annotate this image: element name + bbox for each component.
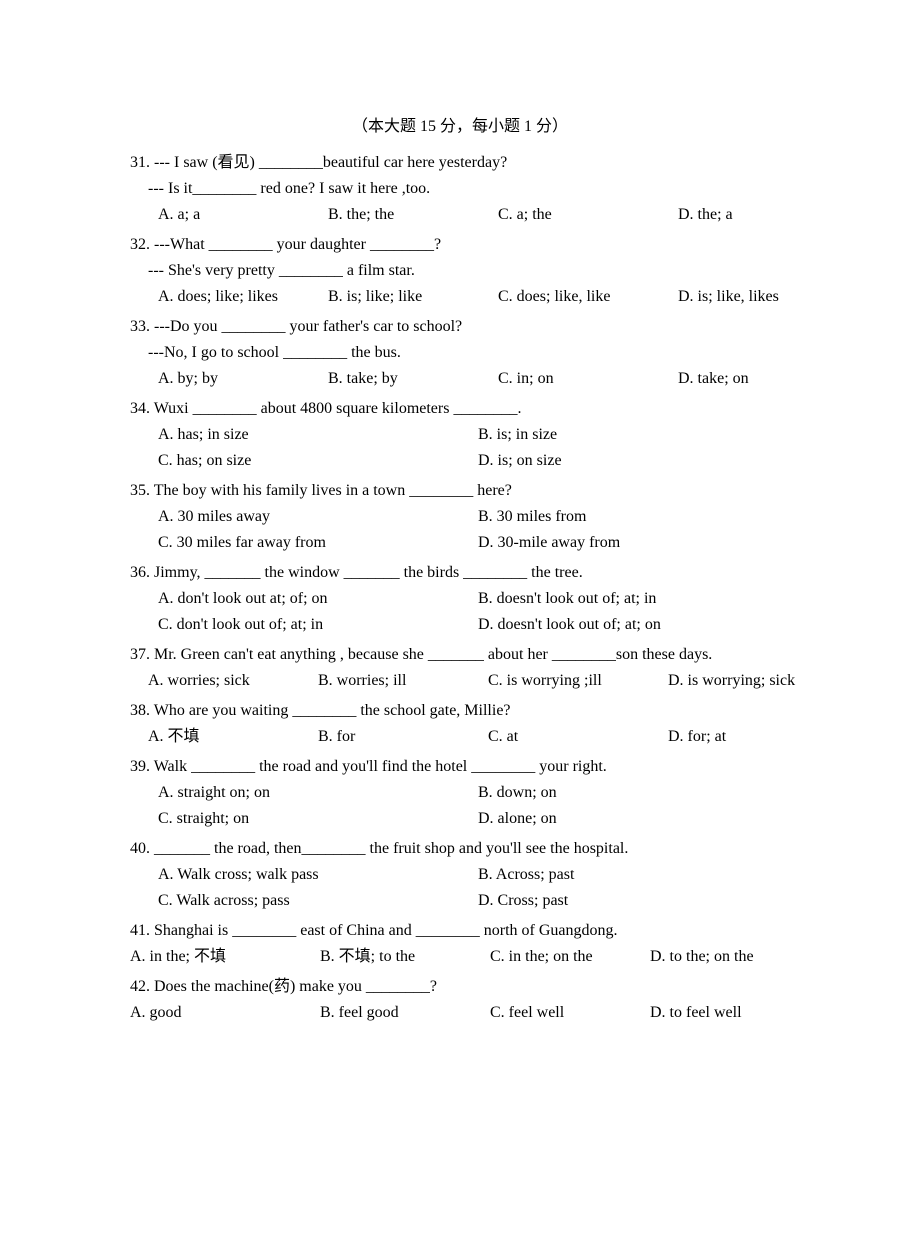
question-39: 39. Walk ________ the road and you'll fi…: [130, 755, 790, 831]
question-text: ---No, I go to school ________ the bus.: [130, 341, 790, 365]
option-d: D. doesn't look out of; at; on: [478, 613, 661, 637]
option-d: D. to feel well: [650, 1001, 742, 1025]
option-c: C. 30 miles far away from: [158, 531, 478, 555]
options-row: C. don't look out of; at; in D. doesn't …: [130, 613, 790, 637]
options-row: A. does; like; likes B. is; like; like C…: [130, 285, 790, 309]
option-b: B. the; the: [328, 203, 498, 227]
option-b: B. is; in size: [478, 423, 557, 447]
options-row: C. straight; on D. alone; on: [130, 807, 790, 831]
question-42: 42. Does the machine(药) make you _______…: [130, 975, 790, 1025]
options-row: A. 30 miles away B. 30 miles from: [130, 505, 790, 529]
option-b: B. take; by: [328, 367, 498, 391]
question-text: 34. Wuxi ________ about 4800 square kilo…: [130, 397, 790, 421]
question-text: 35. The boy with his family lives in a t…: [130, 479, 790, 503]
worksheet-page: （本大题 15 分，每小题 1 分） 31. --- I saw (看见) __…: [0, 0, 920, 1242]
question-text: --- She's very pretty ________ a film st…: [130, 259, 790, 283]
question-35: 35. The boy with his family lives in a t…: [130, 479, 790, 555]
option-a: A. a; a: [158, 203, 328, 227]
option-d: D. 30-mile away from: [478, 531, 620, 555]
option-a: A. 不填: [148, 725, 318, 749]
section-header: （本大题 15 分，每小题 1 分）: [130, 115, 790, 139]
option-b: B. Across; past: [478, 863, 574, 887]
option-b: B. 不填; to the: [320, 945, 490, 969]
option-a: A. don't look out at; of; on: [158, 587, 478, 611]
option-b: B. feel good: [320, 1001, 490, 1025]
question-text: 40. _______ the road, then________ the f…: [130, 837, 790, 861]
option-a: A. has; in size: [158, 423, 478, 447]
option-c: C. has; on size: [158, 449, 478, 473]
question-text: 41. Shanghai is ________ east of China a…: [130, 919, 790, 943]
option-c: C. is worrying ;ill: [488, 669, 668, 693]
question-text: 37. Mr. Green can't eat anything , becau…: [130, 643, 790, 667]
question-text: 38. Who are you waiting ________ the sch…: [130, 699, 790, 723]
question-38: 38. Who are you waiting ________ the sch…: [130, 699, 790, 749]
options-row: A. good B. feel good C. feel well D. to …: [130, 1001, 790, 1025]
option-a: A. straight on; on: [158, 781, 478, 805]
option-b: B. doesn't look out of; at; in: [478, 587, 656, 611]
question-40: 40. _______ the road, then________ the f…: [130, 837, 790, 913]
question-text: 33. ---Do you ________ your father's car…: [130, 315, 790, 339]
question-41: 41. Shanghai is ________ east of China a…: [130, 919, 790, 969]
question-36: 36. Jimmy, _______ the window _______ th…: [130, 561, 790, 637]
option-d: D. is; like, likes: [678, 285, 779, 309]
option-d: D. is worrying; sick: [668, 669, 795, 693]
options-row: A. a; a B. the; the C. a; the D. the; a: [130, 203, 790, 227]
option-c: C. in; on: [498, 367, 678, 391]
option-a: A. worries; sick: [148, 669, 318, 693]
option-d: D. is; on size: [478, 449, 562, 473]
question-33: 33. ---Do you ________ your father's car…: [130, 315, 790, 391]
option-d: D. for; at: [668, 725, 726, 749]
option-a: A. 30 miles away: [158, 505, 478, 529]
option-a: A. Walk cross; walk pass: [158, 863, 478, 887]
option-d: D. the; a: [678, 203, 733, 227]
options-row: C. Walk across; pass D. Cross; past: [130, 889, 790, 913]
option-c: C. straight; on: [158, 807, 478, 831]
options-row: A. in the; 不填 B. 不填; to the C. in the; o…: [130, 945, 790, 969]
option-c: C. does; like, like: [498, 285, 678, 309]
question-text: 32. ---What ________ your daughter _____…: [130, 233, 790, 257]
option-d: D. take; on: [678, 367, 749, 391]
option-b: B. down; on: [478, 781, 557, 805]
question-text: 31. --- I saw (看见) ________beautiful car…: [130, 151, 790, 175]
option-d: D. alone; on: [478, 807, 557, 831]
question-34: 34. Wuxi ________ about 4800 square kilo…: [130, 397, 790, 473]
option-d: D. to the; on the: [650, 945, 754, 969]
option-a: A. in the; 不填: [130, 945, 320, 969]
question-32: 32. ---What ________ your daughter _____…: [130, 233, 790, 309]
option-c: C. a; the: [498, 203, 678, 227]
option-c: C. in the; on the: [490, 945, 650, 969]
question-text: 42. Does the machine(药) make you _______…: [130, 975, 790, 999]
question-31: 31. --- I saw (看见) ________beautiful car…: [130, 151, 790, 227]
options-row: A. has; in size B. is; in size: [130, 423, 790, 447]
options-row: A. Walk cross; walk pass B. Across; past: [130, 863, 790, 887]
option-c: C. don't look out of; at; in: [158, 613, 478, 637]
options-row: C. 30 miles far away from D. 30-mile awa…: [130, 531, 790, 555]
options-row: A. 不填 B. for C. at D. for; at: [130, 725, 790, 749]
option-b: B. is; like; like: [328, 285, 498, 309]
question-37: 37. Mr. Green can't eat anything , becau…: [130, 643, 790, 693]
question-text: --- Is it________ red one? I saw it here…: [130, 177, 790, 201]
option-a: A. good: [130, 1001, 320, 1025]
option-b: B. for: [318, 725, 488, 749]
question-text: 39. Walk ________ the road and you'll fi…: [130, 755, 790, 779]
option-c: C. at: [488, 725, 668, 749]
option-b: B. worries; ill: [318, 669, 488, 693]
option-d: D. Cross; past: [478, 889, 568, 913]
option-b: B. 30 miles from: [478, 505, 586, 529]
options-row: C. has; on size D. is; on size: [130, 449, 790, 473]
options-row: A. by; by B. take; by C. in; on D. take;…: [130, 367, 790, 391]
option-a: A. does; like; likes: [158, 285, 328, 309]
option-c: C. Walk across; pass: [158, 889, 478, 913]
options-row: A. worries; sick B. worries; ill C. is w…: [130, 669, 790, 693]
options-row: A. don't look out at; of; on B. doesn't …: [130, 587, 790, 611]
options-row: A. straight on; on B. down; on: [130, 781, 790, 805]
question-text: 36. Jimmy, _______ the window _______ th…: [130, 561, 790, 585]
option-a: A. by; by: [158, 367, 328, 391]
option-c: C. feel well: [490, 1001, 650, 1025]
